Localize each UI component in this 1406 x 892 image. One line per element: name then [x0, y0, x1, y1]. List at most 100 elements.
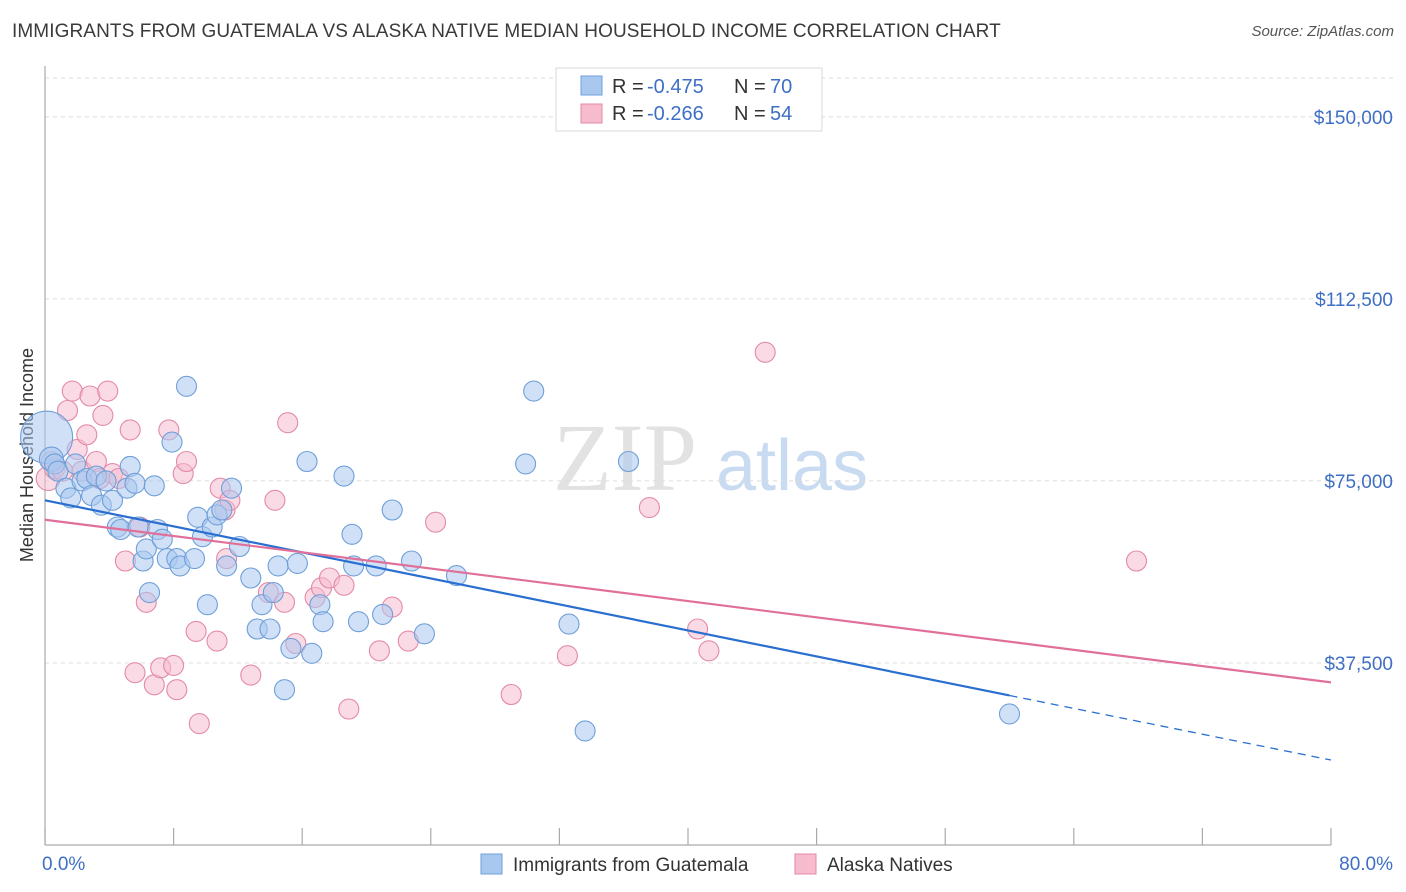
point-guatemala: [312, 611, 334, 633]
legend-n-value-pink: 54: [770, 103, 792, 125]
point-guatemala: [211, 499, 233, 521]
legend-r-value-pink: -0.266: [647, 103, 704, 125]
point-alaska-native: [61, 380, 83, 402]
point-guatemala: [273, 679, 296, 701]
point-guatemala: [175, 375, 198, 397]
point-alaska-native: [638, 497, 660, 519]
bottom-legend-label-pink: Alaska Natives: [827, 855, 953, 876]
legend: R = -0.475 N = 70 R = -0.266 N = 54: [555, 67, 823, 132]
bottom-legend: Immigrants from Guatemala Alaska Natives: [480, 853, 953, 876]
point-alaska-native: [500, 683, 522, 706]
point-guatemala: [574, 720, 596, 742]
point-guatemala: [143, 475, 165, 497]
point-guatemala: [60, 487, 82, 509]
point-guatemala: [95, 470, 117, 492]
trend-line-guatemala-extension: [1009, 694, 1332, 761]
point-guatemala: [138, 582, 161, 604]
point-alaska-native: [264, 489, 286, 511]
point-guatemala: [372, 603, 394, 625]
chart-title: IMMIGRANTS FROM GUATEMALA VS ALASKA NATI…: [12, 21, 1001, 42]
x-tick-label: 0.0%: [42, 854, 85, 875]
point-guatemala: [267, 555, 289, 577]
point-guatemala: [280, 637, 302, 659]
point-alaska-native: [56, 399, 79, 422]
point-alaska-native: [119, 419, 141, 441]
point-guatemala: [183, 548, 206, 570]
point-alaska-native: [188, 713, 210, 735]
watermark: ZIP atlas: [553, 404, 868, 511]
point-alaska-native: [754, 341, 776, 363]
x-tick-label: 80.0%: [1339, 854, 1393, 875]
trend-line-alaska-natives: [44, 518, 1332, 684]
legend-r-value-blue: -0.475: [647, 76, 704, 98]
point-alaska-native: [277, 412, 299, 434]
point-alaska-native: [333, 574, 355, 596]
point-guatemala: [135, 538, 157, 560]
series-immigrants-guatemala: [20, 375, 1021, 742]
point-alaska-native: [79, 385, 101, 407]
point-guatemala: [347, 611, 370, 633]
point-guatemala: [301, 642, 323, 664]
point-guatemala: [124, 472, 146, 494]
point-guatemala: [101, 489, 124, 511]
bottom-legend-swatch-pink: [794, 853, 817, 875]
point-guatemala: [220, 477, 243, 499]
legend-r-label-pink: R =: [612, 103, 644, 125]
point-guatemala: [259, 618, 281, 640]
y-tick-labels: $37,500 $75,000 $112,500 $150,000: [1314, 108, 1393, 675]
legend-r-label-blue: R =: [612, 76, 644, 98]
point-guatemala: [333, 465, 355, 487]
y-tick-label: $112,500: [1315, 290, 1393, 311]
point-alaska-native: [425, 511, 447, 533]
point-guatemala: [216, 555, 238, 577]
point-guatemala: [196, 594, 218, 616]
legend-swatch-pink: [580, 103, 603, 124]
point-guatemala: [161, 431, 183, 453]
legend-n-value-blue: 70: [770, 76, 792, 98]
point-guatemala: [617, 450, 640, 473]
point-alaska-native: [206, 630, 228, 652]
point-guatemala: [341, 523, 363, 545]
point-alaska-native: [698, 640, 720, 662]
trend-line-guatemala: [44, 499, 1010, 697]
point-guatemala: [286, 552, 308, 574]
y-tick-label: $37,500: [1324, 654, 1393, 675]
watermark-atlas: atlas: [716, 426, 868, 506]
point-guatemala: [515, 453, 537, 475]
x-tick-labels: 0.0% 80.0%: [42, 854, 1393, 875]
point-alaska-native: [114, 550, 136, 572]
bottom-legend-swatch-blue: [480, 853, 503, 875]
point-alaska-native: [97, 380, 119, 402]
point-alaska-native: [76, 424, 98, 446]
source-credit: Source: ZipAtlas.com: [1251, 23, 1394, 40]
point-alaska-native: [556, 645, 578, 667]
trend-lines: [44, 499, 1332, 761]
point-alaska-native: [185, 620, 207, 642]
point-alaska-native: [1125, 550, 1148, 572]
point-guatemala: [381, 499, 403, 521]
point-alaska-native: [240, 664, 262, 686]
point-alaska-native: [687, 618, 709, 640]
point-guatemala: [151, 528, 173, 550]
point-guatemala: [413, 623, 435, 645]
point-guatemala: [262, 582, 284, 604]
y-tick-label: $150,000: [1314, 108, 1393, 129]
point-alaska-native: [175, 450, 198, 473]
legend-n-label-pink: N =: [734, 103, 766, 125]
legend-swatch-blue: [580, 75, 603, 96]
point-alaska-native: [338, 698, 360, 720]
point-alaska-native: [163, 654, 185, 676]
point-guatemala: [296, 450, 318, 473]
legend-n-label-blue: N =: [734, 76, 766, 98]
point-guatemala: [558, 613, 580, 635]
point-guatemala: [240, 567, 262, 589]
point-guatemala: [998, 703, 1021, 725]
point-alaska-native: [166, 679, 188, 701]
point-alaska-native: [124, 662, 146, 684]
point-alaska-native: [368, 640, 390, 662]
point-guatemala: [523, 380, 545, 402]
bottom-legend-label-blue: Immigrants from Guatemala: [513, 855, 749, 876]
y-tick-label: $75,000: [1324, 472, 1393, 493]
point-alaska-native: [92, 404, 114, 426]
